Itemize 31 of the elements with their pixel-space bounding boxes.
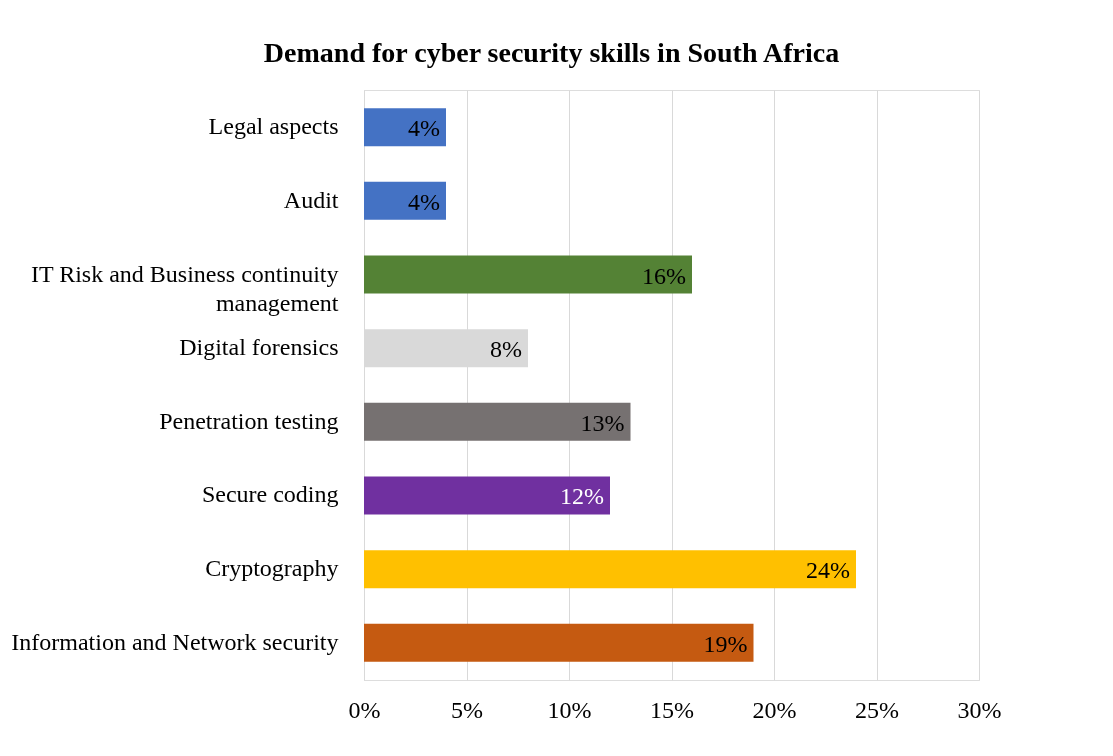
data-label: 4% (408, 115, 440, 142)
bar (364, 402, 631, 441)
x-tick-label: 10% (547, 696, 592, 723)
data-label: 8% (490, 336, 522, 363)
y-tick-label: Cryptography (205, 555, 339, 582)
y-tick-label: IT Risk and Business continuity management (30, 260, 339, 316)
chart-title: Demand for cyber security skills in South Africa (263, 37, 840, 68)
x-tick-label: 15% (650, 696, 694, 723)
x-tick-label: 5% (451, 696, 483, 723)
y-tick-label: Information and Network security (11, 628, 339, 655)
x-tick-label: 30% (957, 696, 1002, 723)
x-tick-label: 25% (855, 696, 899, 723)
x-tick-label: 20% (752, 696, 797, 723)
y-tick-label: Secure coding (201, 481, 339, 508)
data-label: 19% (703, 630, 748, 657)
data-label: 4% (408, 188, 440, 215)
y-tick-label: Digital forensics (179, 334, 339, 361)
y-tick-label: Legal aspects (208, 113, 339, 140)
y-tick-label: Audit (283, 186, 339, 213)
y-tick-label: Penetration testing (159, 407, 339, 434)
bar (364, 550, 856, 589)
data-label: 24% (806, 557, 850, 584)
data-label: 13% (580, 409, 625, 436)
x-tick-label: 0% (348, 696, 381, 723)
bar (364, 255, 692, 294)
data-label: 16% (642, 262, 686, 289)
data-label: 12% (560, 483, 604, 510)
bar (364, 623, 754, 662)
bar (364, 476, 610, 515)
bar (364, 108, 446, 147)
bar (364, 181, 446, 220)
